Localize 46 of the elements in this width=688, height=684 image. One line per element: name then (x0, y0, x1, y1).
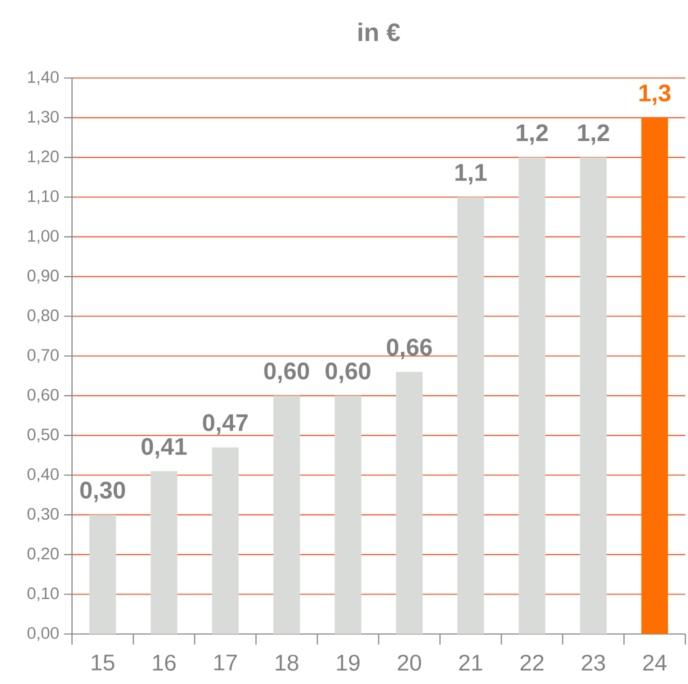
y-tick-label: 0,00 (28, 627, 59, 641)
x-tick-label: 20 (398, 654, 422, 671)
chart-title: in € (358, 22, 400, 42)
x-tick-label: 22 (520, 654, 544, 671)
data-label: 1,3 (639, 84, 670, 105)
y-tick-label: 0,50 (28, 428, 59, 442)
data-label: 0,41 (142, 438, 187, 458)
bar (518, 157, 546, 634)
x-tick-label: 17 (214, 654, 237, 670)
y-tick-label: 1,20 (28, 150, 59, 164)
data-label: 0,60 (326, 362, 370, 383)
data-label: 1,1 (455, 164, 487, 184)
y-tick-label: 0,60 (28, 388, 59, 403)
bar (457, 197, 484, 634)
data-label: 0,30 (80, 482, 126, 502)
y-tick-label: 0,40 (28, 468, 59, 482)
y-tick-label: 0,30 (28, 508, 59, 522)
y-tick-label: 1,00 (28, 230, 59, 244)
bar (150, 471, 178, 634)
y-tick-label: 1,30 (28, 110, 59, 125)
data-label: 0,60 (264, 362, 310, 383)
x-tick-label: 21 (459, 654, 482, 671)
data-label: 0,47 (202, 414, 248, 435)
x-tick-label: 24 (643, 654, 667, 671)
bar (580, 157, 607, 634)
y-tick-label: 1,40 (28, 71, 59, 85)
y-tick-label: 0,70 (28, 349, 59, 363)
x-tick-label: 15 (92, 654, 114, 671)
y-tick-label: 0,10 (28, 587, 59, 602)
bar (273, 396, 300, 634)
data-label: 0,66 (386, 338, 432, 360)
bar (89, 514, 116, 634)
x-tick-label: 16 (153, 654, 176, 671)
bar (396, 372, 423, 634)
bar (334, 396, 362, 634)
y-tick-label: 0,90 (28, 270, 59, 284)
y-tick-label: 0,20 (28, 548, 59, 562)
y-tick-label: 1,10 (28, 190, 59, 204)
x-tick-label: 19 (337, 654, 360, 671)
x-tick-label: 18 (276, 654, 298, 671)
data-label: 1,2 (516, 124, 548, 145)
y-tick-label: 0,80 (28, 309, 59, 324)
bar (212, 447, 239, 634)
x-tick-label: 23 (582, 654, 605, 671)
bar (641, 118, 668, 634)
data-label: 1,2 (578, 124, 610, 145)
